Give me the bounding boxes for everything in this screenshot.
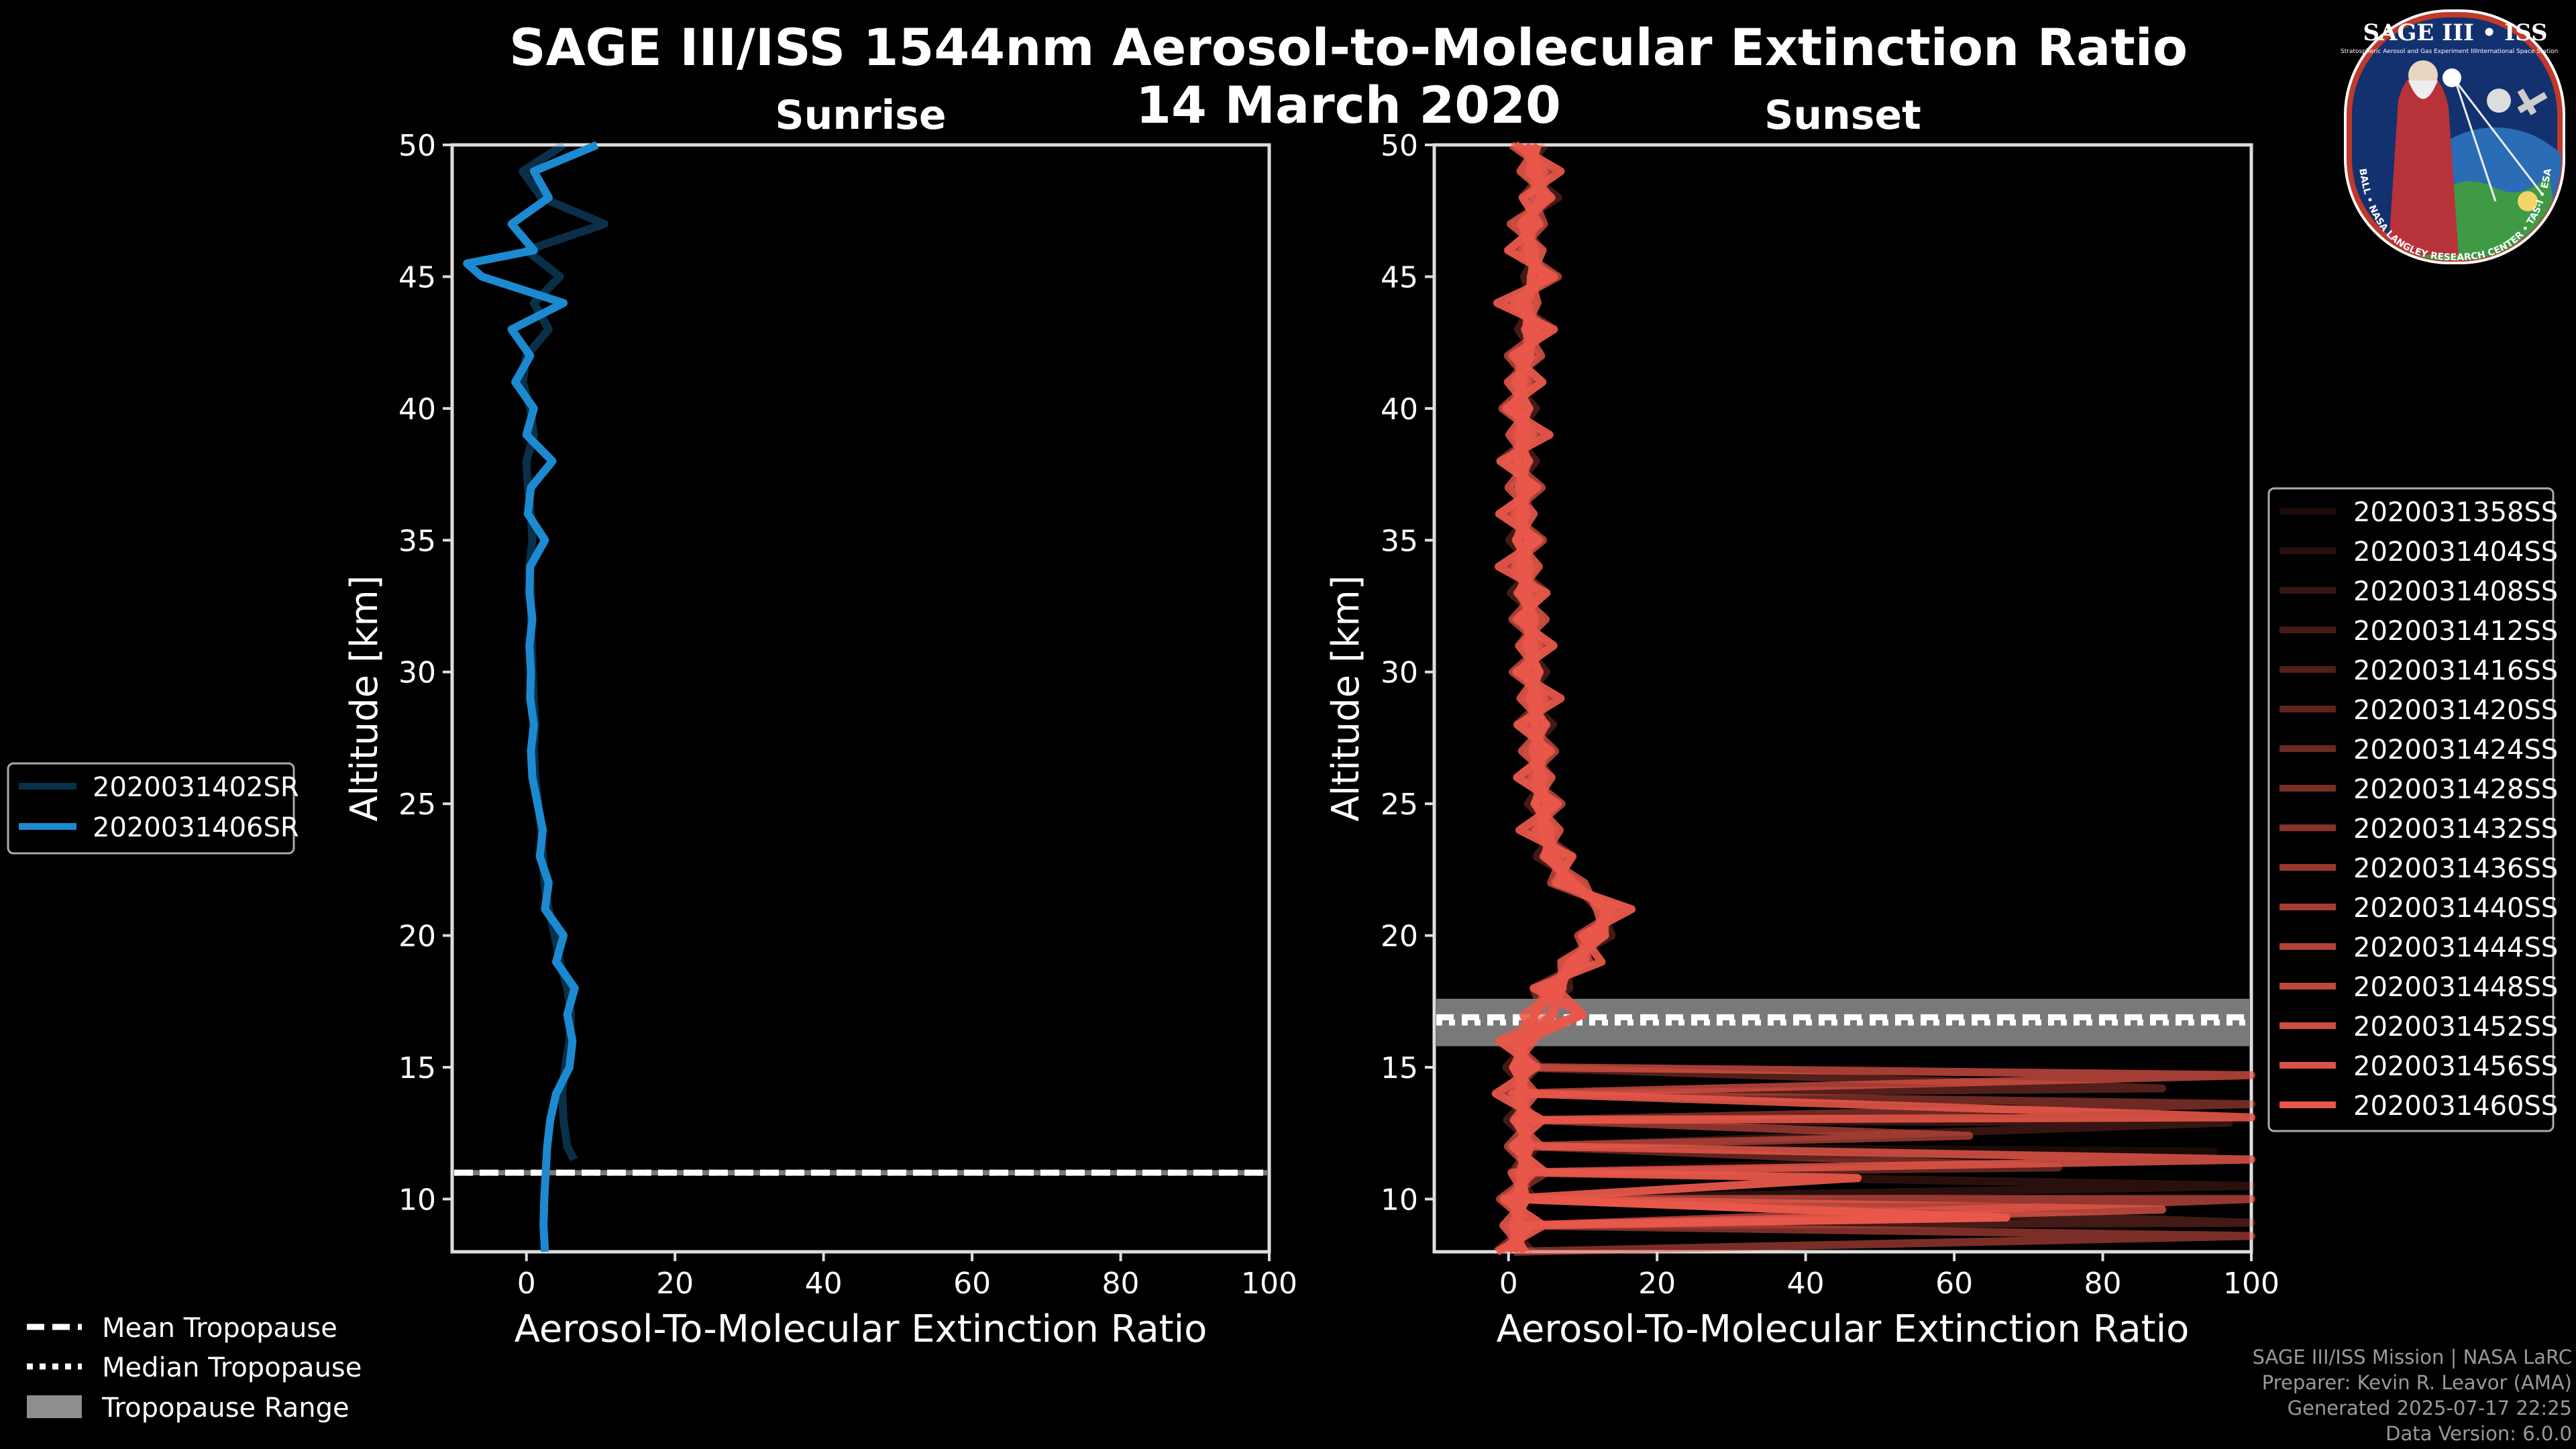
ss-y-tick-label: 50 [1381, 129, 1418, 163]
sr-x-tick-label: 100 [1241, 1267, 1297, 1301]
ss-y-tick-label: 30 [1381, 656, 1418, 690]
sunrise-x-axis-label: Aerosol-To-Molecular Extinction Ratio [515, 1307, 1208, 1351]
sunset-series-layer [1491, 141, 2255, 1256]
footer-credits: SAGE III/ISS Mission | NASA LaRC Prepare… [2253, 1344, 2572, 1446]
sunset-legend-entry: 2020031420SS [2353, 695, 2558, 726]
ss-x-tick-label: 40 [1787, 1267, 1825, 1301]
sunrise-legend-entry-2: 2020031406SR [93, 812, 299, 843]
sunset-legend-entry: 2020031440SS [2353, 893, 2558, 924]
sr-y-tick-label: 10 [398, 1183, 436, 1217]
sr-y-tick-label: 40 [398, 392, 436, 427]
ss-x-tick-label: 60 [1935, 1267, 1973, 1301]
sunset-panel-title: Sunset [1764, 92, 1921, 139]
ss-y-tick-label: 25 [1381, 788, 1418, 822]
sunset-x-ticks: 0 20 40 60 80 100 [1499, 1252, 2279, 1301]
sunrise-panel: Sunrise 0 20 40 60 80 100 101520253035404550 … [343, 92, 1297, 1351]
mean-tropopause-label: Mean Tropopause [102, 1313, 337, 1344]
sr-x-tick-label: 40 [805, 1267, 843, 1301]
sunrise-legend-entry-1: 2020031402SR [93, 772, 299, 803]
sr-tropopause-range [454, 1170, 1267, 1176]
ss-y-tick-label: 45 [1381, 260, 1418, 294]
sunset-legend-entry: 2020031452SS [2353, 1012, 2558, 1042]
sunset-legend-entry: 2020031416SS [2353, 655, 2558, 686]
ss-y-tick-label: 15 [1381, 1051, 1418, 1085]
sunrise-legend-frame [7, 762, 295, 855]
sunset-legend: 2020031358SS 2020031404SS 2020031408SS 2020… [2267, 487, 2558, 1132]
sunset-panel: Sunset 0 20 40 60 80 100 10 15 20 25 30 35 40 45 50 A… [1324, 92, 2279, 1351]
sunrise-plot-area [450, 143, 1271, 1254]
sr-y-tick-label: 25 [398, 788, 436, 822]
sunset-legend-entry: 2020031460SS [2353, 1091, 2558, 1122]
footer-version: Data Version: 6.0.0 [2385, 1422, 2572, 1445]
ss-y-tick-label: 20 [1381, 920, 1418, 954]
sunset-legend-entry: 2020031404SS [2353, 537, 2558, 568]
sunset-legend-frame [2267, 487, 2555, 1132]
tropopause-legend: Mean Tropopause Median Tropopause Tropop… [27, 1313, 362, 1424]
sunset-legend-entry: 2020031448SS [2353, 972, 2558, 1003]
sr-x-tick-label: 60 [953, 1267, 991, 1301]
figure-date: 14 March 2020 [1136, 75, 1561, 135]
sunrise-series-layer [463, 141, 608, 1252]
sr-y-tick-label: 35 [398, 524, 436, 558]
figure-title: SAGE III/ISS 1544nm Aerosol-to-Molecular… [509, 17, 2188, 77]
ss-x-tick-label: 80 [2084, 1267, 2122, 1301]
sunset-legend-entry: 2020031412SS [2353, 616, 2558, 647]
sunset-legend-entry: 2020031408SS [2353, 576, 2558, 607]
ss-y-tick-label: 35 [1381, 524, 1418, 558]
sunrise-tropopause-layer [454, 1169, 1267, 1176]
sunset-legend-entry: 2020031428SS [2353, 774, 2558, 805]
sunrise-y-ticks: 10 15 20 25 30 35 40 45 50 [398, 129, 452, 1217]
sunset-legend-entry: 2020031424SS [2353, 735, 2558, 765]
sunset-legend-entry: 2020031436SS [2353, 853, 2558, 884]
footer-generated: Generated 2025-07-17 22:25 [2287, 1397, 2572, 1419]
tropopause-range-swatch [27, 1395, 82, 1418]
ss-y-tick-label: 10 [1381, 1183, 1418, 1217]
sunrise-x-ticks: 0 20 40 60 80 100 [517, 1252, 1297, 1301]
sage-iii-iss-logo: SAGE III • ISS Stratospheric Aerosol and… [2341, 9, 2565, 264]
ss-x-tick-label: 0 [1499, 1267, 1518, 1301]
sunset-x-axis-label: Aerosol-To-Molecular Extinction Ratio [1497, 1307, 2190, 1351]
sunset-y-axis-label: Altitude [km] [1324, 575, 1368, 821]
sr-y-tick-label: 30 [398, 656, 436, 690]
ss-x-tick-label: 20 [1638, 1267, 1676, 1301]
sunrise-legend: 2020031402SR 2020031406SR [7, 762, 299, 855]
sr-y-tick-label: 50 [398, 129, 436, 163]
tropopause-range-label: Tropopause Range [101, 1393, 350, 1424]
ss-x-tick-label: 100 [2223, 1267, 2279, 1301]
sunset-legend-entry: 2020031358SS [2353, 497, 2558, 528]
footer-mission: SAGE III/ISS Mission | NASA LaRC [2252, 1346, 2572, 1368]
sunset-legend-entry: 2020031456SS [2353, 1051, 2558, 1082]
sr-x-tick-label: 20 [656, 1267, 694, 1301]
logo-line-1: Stratospheric Aerosol and Gas Experiment… [2341, 48, 2476, 55]
sr-x-tick-label: 0 [517, 1267, 536, 1301]
sr-x-tick-label: 80 [1102, 1267, 1140, 1301]
sunrise-y-axis-label: Altitude [km] [343, 575, 386, 821]
logo-line-2: International Space Station [2476, 48, 2559, 55]
sr-series-2020031406SR [463, 141, 599, 1252]
sr-y-tick-label: 20 [398, 920, 436, 954]
ss-y-tick-label: 40 [1381, 392, 1418, 427]
sunrise-panel-title: Sunrise [775, 92, 946, 139]
sunset-legend-entry: 2020031432SS [2353, 814, 2558, 845]
logo-mission-name: SAGE III • ISS [2363, 19, 2547, 46]
median-tropopause-label: Median Tropopause [102, 1352, 362, 1383]
footer-preparer: Preparer: Kevin R. Leavor (AMA) [2261, 1371, 2572, 1394]
ss-series-2020031460SS [1509, 143, 2010, 1253]
sunset-legend-entry: 2020031444SS [2353, 932, 2558, 963]
sr-y-tick-label: 45 [398, 260, 436, 294]
sunset-y-ticks: 10 15 20 25 30 35 40 45 50 [1381, 129, 1434, 1217]
sr-y-tick-label: 15 [398, 1051, 436, 1085]
